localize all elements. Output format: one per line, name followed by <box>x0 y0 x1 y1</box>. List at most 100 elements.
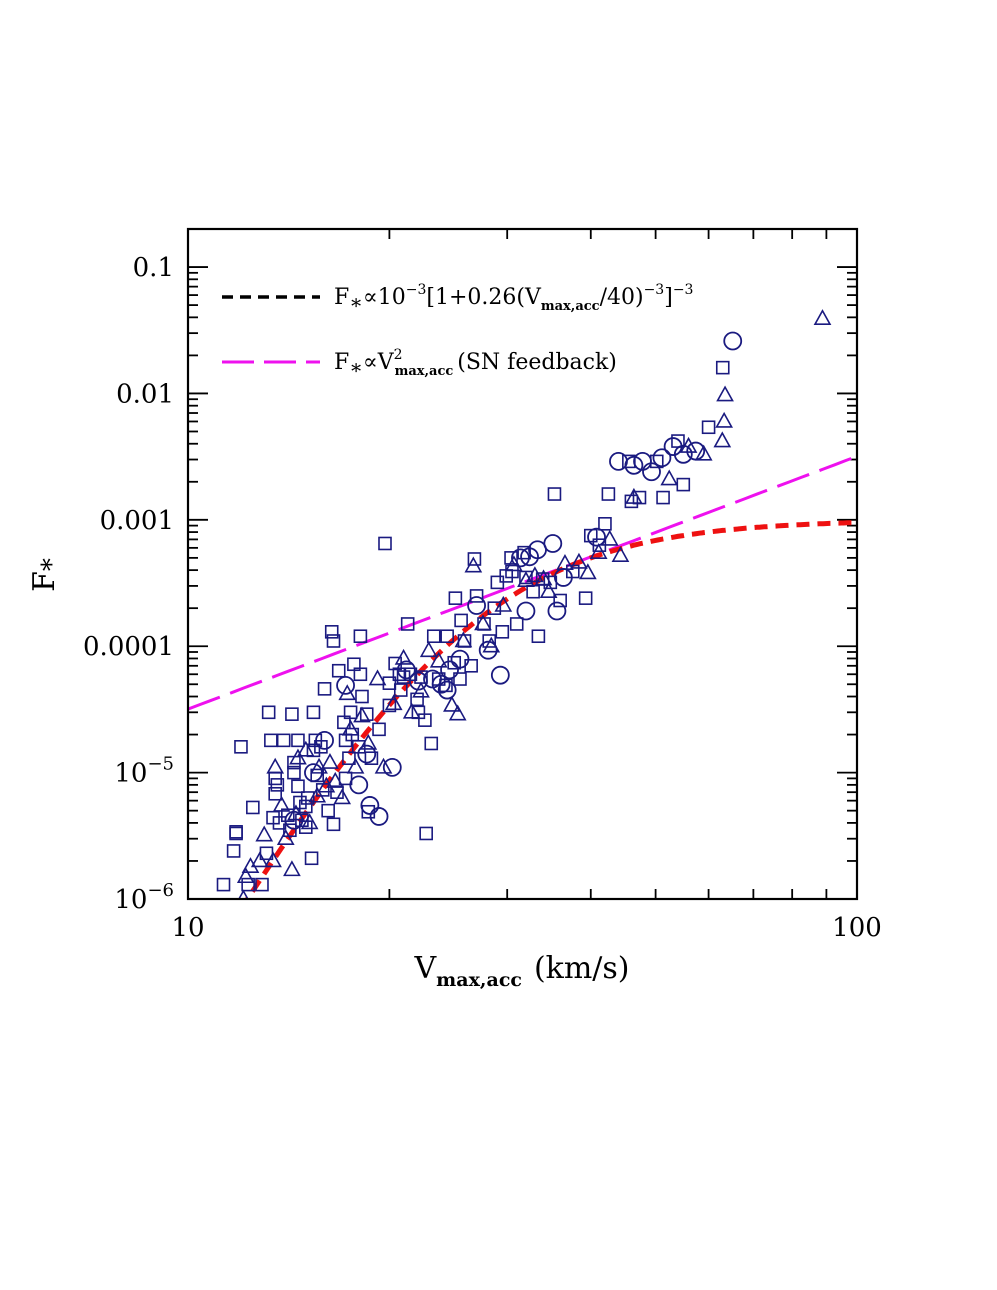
point-triangle <box>505 555 523 572</box>
point-triangle <box>570 552 588 569</box>
fit-curve <box>244 520 857 899</box>
point-square <box>338 771 353 786</box>
point-square <box>270 778 285 792</box>
point-square <box>314 740 328 754</box>
point-square <box>418 713 432 727</box>
point-triangle <box>402 702 421 719</box>
point-triangle <box>494 595 513 612</box>
point-square <box>353 667 368 682</box>
point-triangle <box>241 857 260 874</box>
point-square <box>424 736 439 751</box>
point-circle <box>369 807 389 826</box>
y-tick-label: 10−6 <box>114 880 174 915</box>
point-square <box>454 613 468 628</box>
point-square <box>410 692 424 707</box>
point-square <box>598 517 612 531</box>
point-circle <box>315 730 334 750</box>
point-square <box>504 551 518 565</box>
point-triangle <box>716 385 734 402</box>
point-square <box>547 487 562 501</box>
point-square <box>509 617 524 631</box>
point-triangle <box>238 889 249 899</box>
x-tick-label: 10 <box>171 913 204 943</box>
point-square <box>283 823 297 838</box>
point-triangle <box>272 795 291 812</box>
point-square <box>317 682 332 696</box>
point-triangle <box>713 431 732 448</box>
x-axis-title-main: V <box>413 951 437 986</box>
point-square <box>495 625 510 639</box>
point-circle <box>437 680 457 700</box>
point-triangle <box>517 571 535 587</box>
y-axis-title-main: F <box>27 571 62 592</box>
point-square <box>531 629 546 644</box>
point-square <box>467 552 482 566</box>
point-square <box>287 765 301 780</box>
point-circle <box>642 462 661 482</box>
point-square <box>578 591 593 605</box>
point-circle <box>349 775 369 795</box>
plot-frame <box>186 227 859 901</box>
point-square <box>676 477 691 492</box>
point-circle <box>478 640 498 660</box>
legend: F∗∝10−3[1+0.26(Vmax,acc/40)−3]−3 F∗∝V2 ma… <box>222 282 693 379</box>
point-circle <box>304 763 323 783</box>
point-triangle <box>236 867 255 884</box>
point-square <box>482 634 497 648</box>
point-triangle <box>264 851 282 868</box>
point-square <box>276 733 291 748</box>
point-square <box>291 779 305 794</box>
point-triangle <box>321 752 339 769</box>
point-square <box>715 360 730 375</box>
point-square <box>226 844 241 858</box>
point-square <box>392 667 407 682</box>
point-triangle <box>374 757 393 774</box>
point-triangle <box>443 695 461 712</box>
point-triangle <box>464 556 483 573</box>
point-square <box>310 768 325 783</box>
point-triangle <box>326 771 345 788</box>
point-square <box>505 564 519 579</box>
point-circle <box>543 534 563 553</box>
tick-labels: 10 100 10−6 10−5 0.0001 0.001 0.01 0.1 <box>83 253 882 943</box>
model-lines <box>188 454 857 899</box>
point-triangle <box>534 569 553 586</box>
point-square <box>448 591 463 605</box>
point-square <box>419 826 433 841</box>
point-square <box>353 629 368 644</box>
point-circle <box>547 601 567 621</box>
point-triangle <box>250 851 269 868</box>
point-circle <box>396 660 416 680</box>
point-square <box>268 786 282 801</box>
point-circle <box>511 548 530 568</box>
sn-feedback-line <box>188 454 857 711</box>
point-triangle <box>556 554 574 570</box>
point-circle <box>673 444 693 464</box>
point-square <box>469 589 484 603</box>
point-triangle <box>625 487 643 504</box>
x-axis-title-units: (km/s) <box>534 951 630 986</box>
x-tick-label: 100 <box>832 913 882 943</box>
point-triangle <box>341 719 360 736</box>
legend-label-sn: F∗∝V2 max,acc (SN feedback) <box>334 347 617 379</box>
point-triangle <box>300 813 319 830</box>
point-square <box>440 629 454 644</box>
point-square <box>372 722 386 737</box>
point-triangle <box>474 614 492 631</box>
point-square <box>393 683 408 697</box>
point-square <box>285 707 299 721</box>
y-tick-label: 0.001 <box>100 506 174 536</box>
point-triangle <box>589 542 608 559</box>
point-triangle <box>296 740 315 757</box>
point-square <box>382 698 397 713</box>
y-tick-label: 0.0001 <box>83 632 174 662</box>
point-square <box>291 733 305 748</box>
point-circle <box>652 448 672 468</box>
svg-text:F*: F* <box>27 558 67 592</box>
point-triangle <box>353 706 371 723</box>
point-square <box>255 877 269 892</box>
y-axis-title: F* <box>27 558 67 592</box>
point-triangle <box>394 648 413 665</box>
point-square <box>234 740 248 754</box>
